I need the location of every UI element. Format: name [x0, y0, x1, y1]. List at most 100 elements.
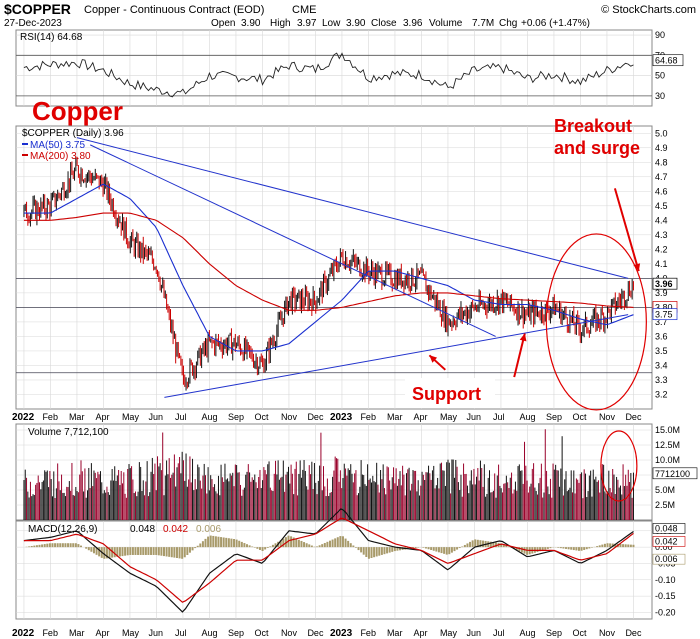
- ma50-legend: MA(50) 3.75: [30, 140, 85, 151]
- annotation-shapes: [428, 188, 647, 502]
- low-value: 3.90: [346, 18, 366, 29]
- rsi-line: [23, 52, 634, 98]
- ma200-line: [23, 212, 634, 311]
- x-tick-label: Sep: [546, 412, 562, 422]
- x-tick-label: Jun: [466, 628, 481, 638]
- x-tick-label: May: [122, 412, 140, 422]
- breakout-highlight-ellipse: [545, 233, 647, 411]
- trendline: [164, 314, 629, 398]
- x-tick-label: Mar: [69, 628, 85, 638]
- x-tick-label: Oct: [572, 628, 587, 638]
- close-value: 3.96: [403, 18, 423, 29]
- grid-lines: [23, 30, 634, 619]
- macd-current-box: [652, 553, 686, 565]
- x-tick-label: Sep: [228, 412, 244, 422]
- x-tick-label: Jul: [493, 628, 505, 638]
- ma50-legend-swatch: [22, 143, 28, 145]
- x-tick-label: Apr: [413, 628, 427, 638]
- open-value: 3.90: [241, 18, 261, 29]
- price-tick-label: 4.2: [655, 244, 668, 254]
- x-tick-label: Feb: [360, 628, 376, 638]
- high-value: 3.97: [297, 18, 317, 29]
- price-last-value-label: 3.75: [655, 310, 673, 320]
- volume-current-label: 7712100: [655, 469, 690, 479]
- x-tick-label: Jul: [175, 628, 187, 638]
- support-annotation: Support: [412, 384, 481, 404]
- volume-label: Volume: [429, 18, 463, 29]
- price-tick-label: 4.5: [655, 201, 668, 211]
- x-tick-label: Jun: [148, 628, 163, 638]
- macd-line: [23, 508, 634, 613]
- macd-layer: [16, 508, 652, 613]
- support-arrow-left-head: [429, 355, 438, 363]
- chg-value: +0.06 (+1.47%): [521, 18, 590, 29]
- breakout-annotation-line2: and surge: [554, 138, 640, 158]
- support-annotation-box: [405, 378, 495, 408]
- volume-value: 7.7M: [472, 18, 494, 29]
- volume-tick-label: 12.5M: [655, 440, 680, 450]
- volume-current-box: [652, 467, 698, 480]
- x-tick-label: Dec: [307, 628, 324, 638]
- macd-panel: [15, 520, 653, 620]
- volume-tick-label: 10.0M: [655, 455, 680, 465]
- x-tick-label: Aug: [201, 628, 217, 638]
- trendline: [89, 144, 496, 337]
- price-layer: [16, 133, 652, 398]
- x-tick-label: Aug: [201, 412, 217, 422]
- x-tick-label: Jun: [466, 412, 481, 422]
- x-tick-label: Mar: [387, 628, 403, 638]
- low-label: Low: [322, 18, 341, 29]
- brand-label[interactable]: © StockCharts.com: [601, 4, 696, 16]
- x-tick-label: Apr: [95, 412, 109, 422]
- high-label: High: [270, 18, 291, 29]
- trendline: [76, 137, 629, 279]
- x-tick-label: Dec: [625, 628, 642, 638]
- x-tick-label: Nov: [599, 628, 616, 638]
- x-tick-label: Oct: [254, 412, 269, 422]
- rsi-title: RSI(14) 64.68: [20, 32, 83, 43]
- x-tick-label: Nov: [599, 412, 616, 422]
- price-title: $COPPER (Daily) 3.96: [22, 128, 124, 139]
- ma200-legend: MA(200) 3.80: [30, 151, 91, 162]
- rsi-layer: [16, 34, 652, 98]
- price-tick-label: 3.9: [655, 288, 668, 298]
- x-tick-label: Sep: [228, 628, 244, 638]
- support-arrow-right: [513, 333, 526, 378]
- price-tick-label: 3.5: [655, 346, 668, 356]
- copper-annotation: Copper: [32, 96, 123, 126]
- x-tick-label: Feb: [360, 412, 376, 422]
- macd-title: MACD(12,26,9): [28, 524, 97, 535]
- x-tick-label: Apr: [413, 412, 427, 422]
- chart-date: 27-Dec-2023: [4, 18, 62, 29]
- rsi-tick-label: 50: [655, 71, 665, 81]
- rsi-panel: [15, 29, 653, 107]
- macd-value: 0.048: [130, 524, 155, 535]
- chg-label: Chg: [499, 18, 517, 29]
- price-tick-label: 3.6: [655, 331, 668, 341]
- x-tick-label: 2023: [330, 412, 353, 423]
- x-tick-label: Sep: [546, 628, 562, 638]
- x-tick-label: May: [122, 628, 140, 638]
- x-tick-label: Dec: [625, 412, 642, 422]
- x-tick-label: Dec: [307, 412, 324, 422]
- x-tick-label: Nov: [281, 628, 298, 638]
- support-arrow-right-head: [519, 333, 527, 342]
- price-last-value-label: 3.80: [655, 302, 673, 312]
- price-tick-label: 4.4: [655, 215, 668, 225]
- breakout-arrow: [613, 188, 640, 272]
- x-tick-label: Feb: [42, 412, 58, 422]
- x-tick-label: Jul: [493, 412, 505, 422]
- price-tick-label: 4.3: [655, 230, 668, 240]
- price-last-value-box: [652, 277, 678, 290]
- x-tick-label: 2023: [330, 628, 353, 639]
- x-tick-label: Feb: [42, 628, 58, 638]
- price-tick-label: 4.6: [655, 186, 668, 196]
- rsi-current-label: 64.68: [655, 56, 678, 66]
- macd-signal-value: 0.042: [163, 524, 188, 535]
- instrument-name: Copper - Continuous Contract (EOD): [84, 4, 264, 16]
- price-tick-label: 3.7: [655, 317, 668, 327]
- breakout-arrow-head: [633, 263, 641, 272]
- price-tick-label: 4.7: [655, 172, 668, 182]
- rsi-tick-label: 30: [655, 91, 665, 101]
